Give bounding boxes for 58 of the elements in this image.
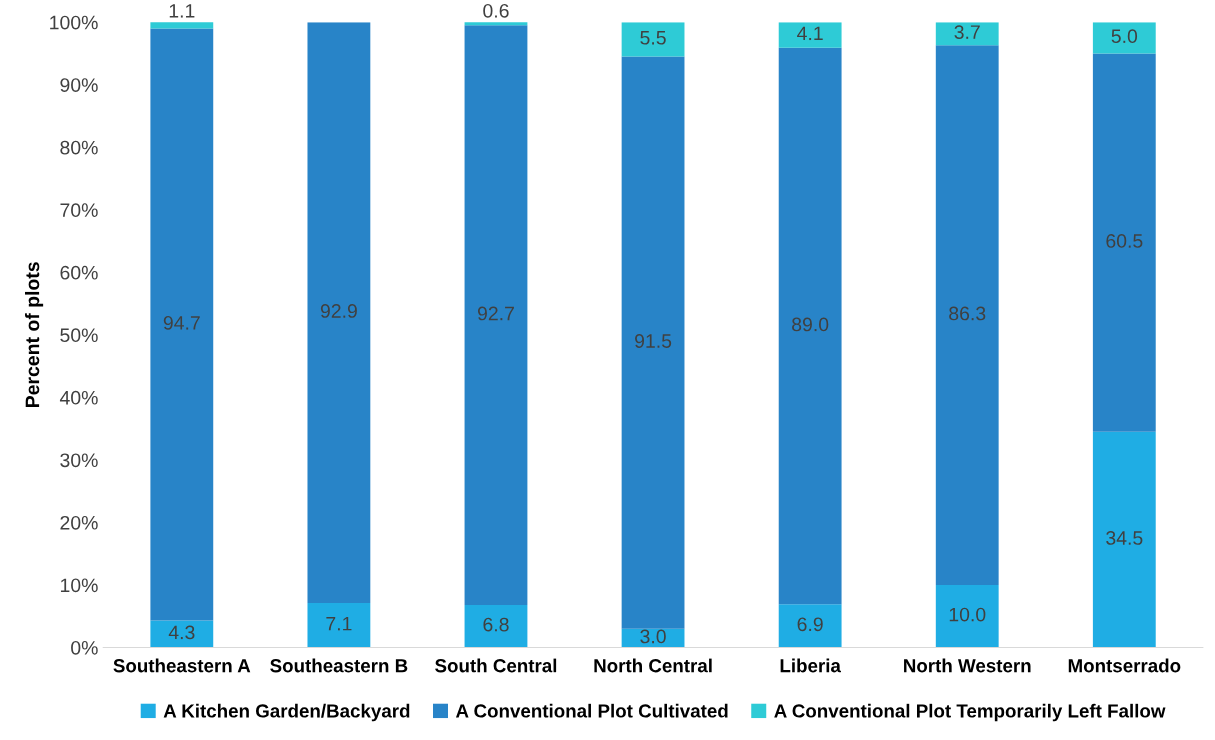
y-axis-title: Percent of plots	[25, 262, 44, 408]
bar	[778, 47, 842, 605]
y-tick-label: 10%	[60, 578, 98, 593]
data-label: 3.7	[954, 25, 980, 39]
bar	[935, 45, 999, 585]
y-tick-label: 70%	[60, 203, 98, 218]
y-tick-label: 90%	[60, 78, 98, 92]
data-label: 34.5	[1106, 531, 1143, 545]
legend-label: A Conventional Plot Cultivated	[455, 703, 728, 718]
x-tick-label: Liberia	[780, 658, 841, 673]
y-tick-label: 0%	[71, 640, 98, 655]
data-label: 5.5	[640, 31, 666, 45]
bar	[778, 604, 842, 648]
y-tick-label: 100%	[50, 15, 98, 30]
data-label: 92.7	[477, 306, 514, 321]
bar	[1092, 53, 1156, 432]
data-label: 4.3	[168, 625, 195, 640]
bar	[307, 603, 371, 648]
y-tick-label: 20%	[60, 515, 98, 530]
data-label: 0.6	[483, 3, 509, 18]
bar	[464, 25, 528, 605]
y-tick-label: 40%	[59, 390, 98, 405]
bar	[621, 56, 685, 629]
y-tick-label: 30%	[60, 453, 98, 468]
bar	[150, 620, 214, 648]
data-label: 89.0	[792, 317, 829, 332]
bar	[150, 28, 214, 621]
data-label: 94.7	[163, 315, 200, 330]
data-label: 5.0	[1111, 29, 1138, 44]
y-tick-label: 60%	[60, 265, 98, 280]
y-tick-label: 80%	[60, 140, 98, 155]
data-label: 92.9	[320, 304, 357, 318]
bar	[1092, 22, 1156, 54]
y-tick-label: 50%	[60, 328, 98, 343]
bar	[464, 604, 528, 648]
legend-label: A Conventional Plot Temporarily Left Fallow	[774, 703, 1166, 722]
x-tick-label: Montserrado	[1068, 658, 1181, 673]
data-label: 4.1	[797, 26, 823, 41]
data-label: 91.5	[635, 334, 672, 348]
data-label: 1.1	[169, 4, 195, 18]
data-label: 10.0	[949, 607, 986, 622]
data-label: 3.0	[640, 629, 666, 644]
bar	[778, 22, 842, 48]
bar	[935, 584, 999, 648]
bar	[621, 22, 685, 57]
x-tick-label: Southeastern A	[113, 658, 251, 673]
data-label: 60.5	[1106, 234, 1143, 248]
x-tick-label: North Central	[594, 658, 712, 673]
x-tick-label: North Western	[904, 658, 1031, 673]
data-label: 86.3	[949, 306, 986, 321]
legend-label: A Kitchen Garden/Backyard	[163, 703, 410, 722]
x-tick-label: Southeastern B	[270, 658, 408, 673]
bar	[1092, 431, 1156, 648]
data-label: 6.8	[483, 617, 509, 632]
data-label: 7.1	[326, 616, 352, 631]
bar	[307, 22, 371, 604]
data-label: 6.9	[797, 617, 823, 632]
x-tick-label: South Central	[435, 658, 557, 673]
